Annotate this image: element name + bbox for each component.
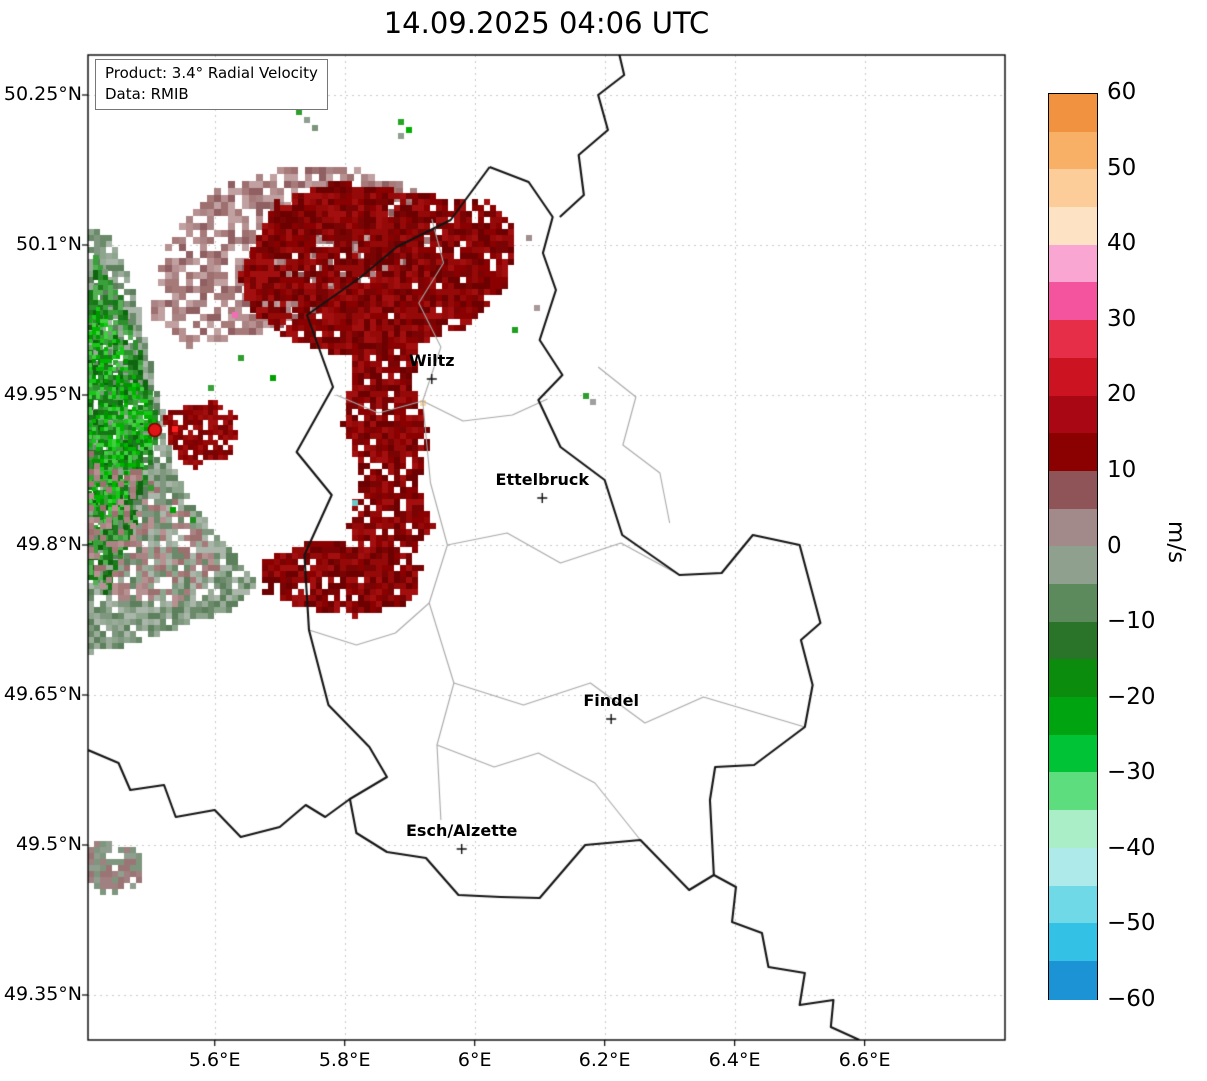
city-label: Esch/Alzette — [406, 821, 518, 840]
colorbar-segment — [1049, 433, 1097, 472]
data-source-line: Data: RMIB — [105, 84, 189, 103]
colorbar-segment — [1049, 470, 1097, 510]
city-label: Ettelbruck — [495, 470, 589, 489]
colorbar-segment — [1049, 94, 1097, 133]
colorbar-tick-label: 40 — [1107, 230, 1137, 257]
colorbar-tick-label: −50 — [1107, 910, 1156, 937]
x-axis-tick-label: 6.4°E — [708, 1049, 761, 1071]
colorbar-tick-label: 10 — [1107, 456, 1137, 483]
y-axis-tick-label: 49.5°N — [15, 833, 82, 855]
colorbar-segment — [1049, 923, 1097, 962]
colorbar-segment — [1049, 772, 1097, 812]
x-axis-tick-label: 6.6°E — [838, 1049, 891, 1071]
colorbar-tick-label: 0 — [1107, 532, 1122, 559]
y-axis-tick-label: 49.35°N — [3, 983, 82, 1005]
y-axis-tick-label: 50.25°N — [3, 83, 82, 105]
colorbar-segment — [1049, 395, 1097, 435]
colorbar-tick-label: 60 — [1107, 79, 1137, 105]
y-axis-tick-label: 49.8°N — [15, 533, 82, 555]
colorbar-segment — [1049, 583, 1097, 623]
colorbar-segment — [1049, 810, 1097, 849]
colorbar-tick-label: −10 — [1107, 608, 1156, 635]
x-axis-tick-label: 5.6°E — [188, 1049, 241, 1071]
colorbar-segment — [1049, 131, 1097, 171]
colorbar-tick-label: 30 — [1107, 305, 1137, 332]
colorbar-segment — [1049, 169, 1097, 209]
colorbar-segment — [1049, 207, 1097, 246]
colorbar-tick-label: 50 — [1107, 154, 1137, 181]
x-axis-tick-label: 6.2°E — [578, 1049, 631, 1071]
colorbar-segment — [1049, 357, 1097, 397]
x-axis-tick-label: 5.8°E — [318, 1049, 371, 1071]
colorbar-segment — [1049, 546, 1097, 585]
colorbar-tick-label: 20 — [1107, 381, 1137, 408]
colorbar-segment — [1049, 621, 1097, 661]
colorbar-unit-label: m/s — [1163, 520, 1189, 564]
product-info-box: Product: 3.4° Radial Velocity Data: RMIB — [95, 59, 328, 111]
colorbar-segment — [1049, 508, 1097, 548]
x-axis-tick-label: 6°E — [457, 1049, 492, 1071]
colorbar-segment — [1049, 244, 1097, 284]
city-label: Findel — [583, 691, 639, 710]
city-label: Wiltz — [408, 351, 455, 370]
colorbar-tick-label: −60 — [1107, 986, 1156, 1012]
product-name-line: Product: 3.4° Radial Velocity — [105, 64, 318, 82]
colorbar-segment — [1049, 885, 1097, 925]
y-axis-tick-label: 49.95°N — [3, 383, 82, 405]
colorbar-segment — [1049, 847, 1097, 887]
colorbar-tick-label: −30 — [1107, 759, 1156, 786]
colorbar-segment — [1049, 320, 1097, 359]
colorbar-segment — [1049, 960, 1097, 1000]
colorbar-segment — [1049, 282, 1097, 322]
y-axis-tick-label: 50.1°N — [15, 233, 82, 255]
colorbar-tick-label: −40 — [1107, 834, 1156, 861]
colorbar-segment — [1049, 697, 1097, 736]
colorbar-segment — [1049, 734, 1097, 774]
y-axis-tick-label: 49.65°N — [3, 683, 82, 705]
colorbar-segment — [1049, 659, 1097, 699]
colorbar — [1048, 93, 1098, 1000]
figure-title: 14.09.2025 04:06 UTC — [383, 6, 710, 40]
colorbar-tick-label: −20 — [1107, 683, 1156, 710]
